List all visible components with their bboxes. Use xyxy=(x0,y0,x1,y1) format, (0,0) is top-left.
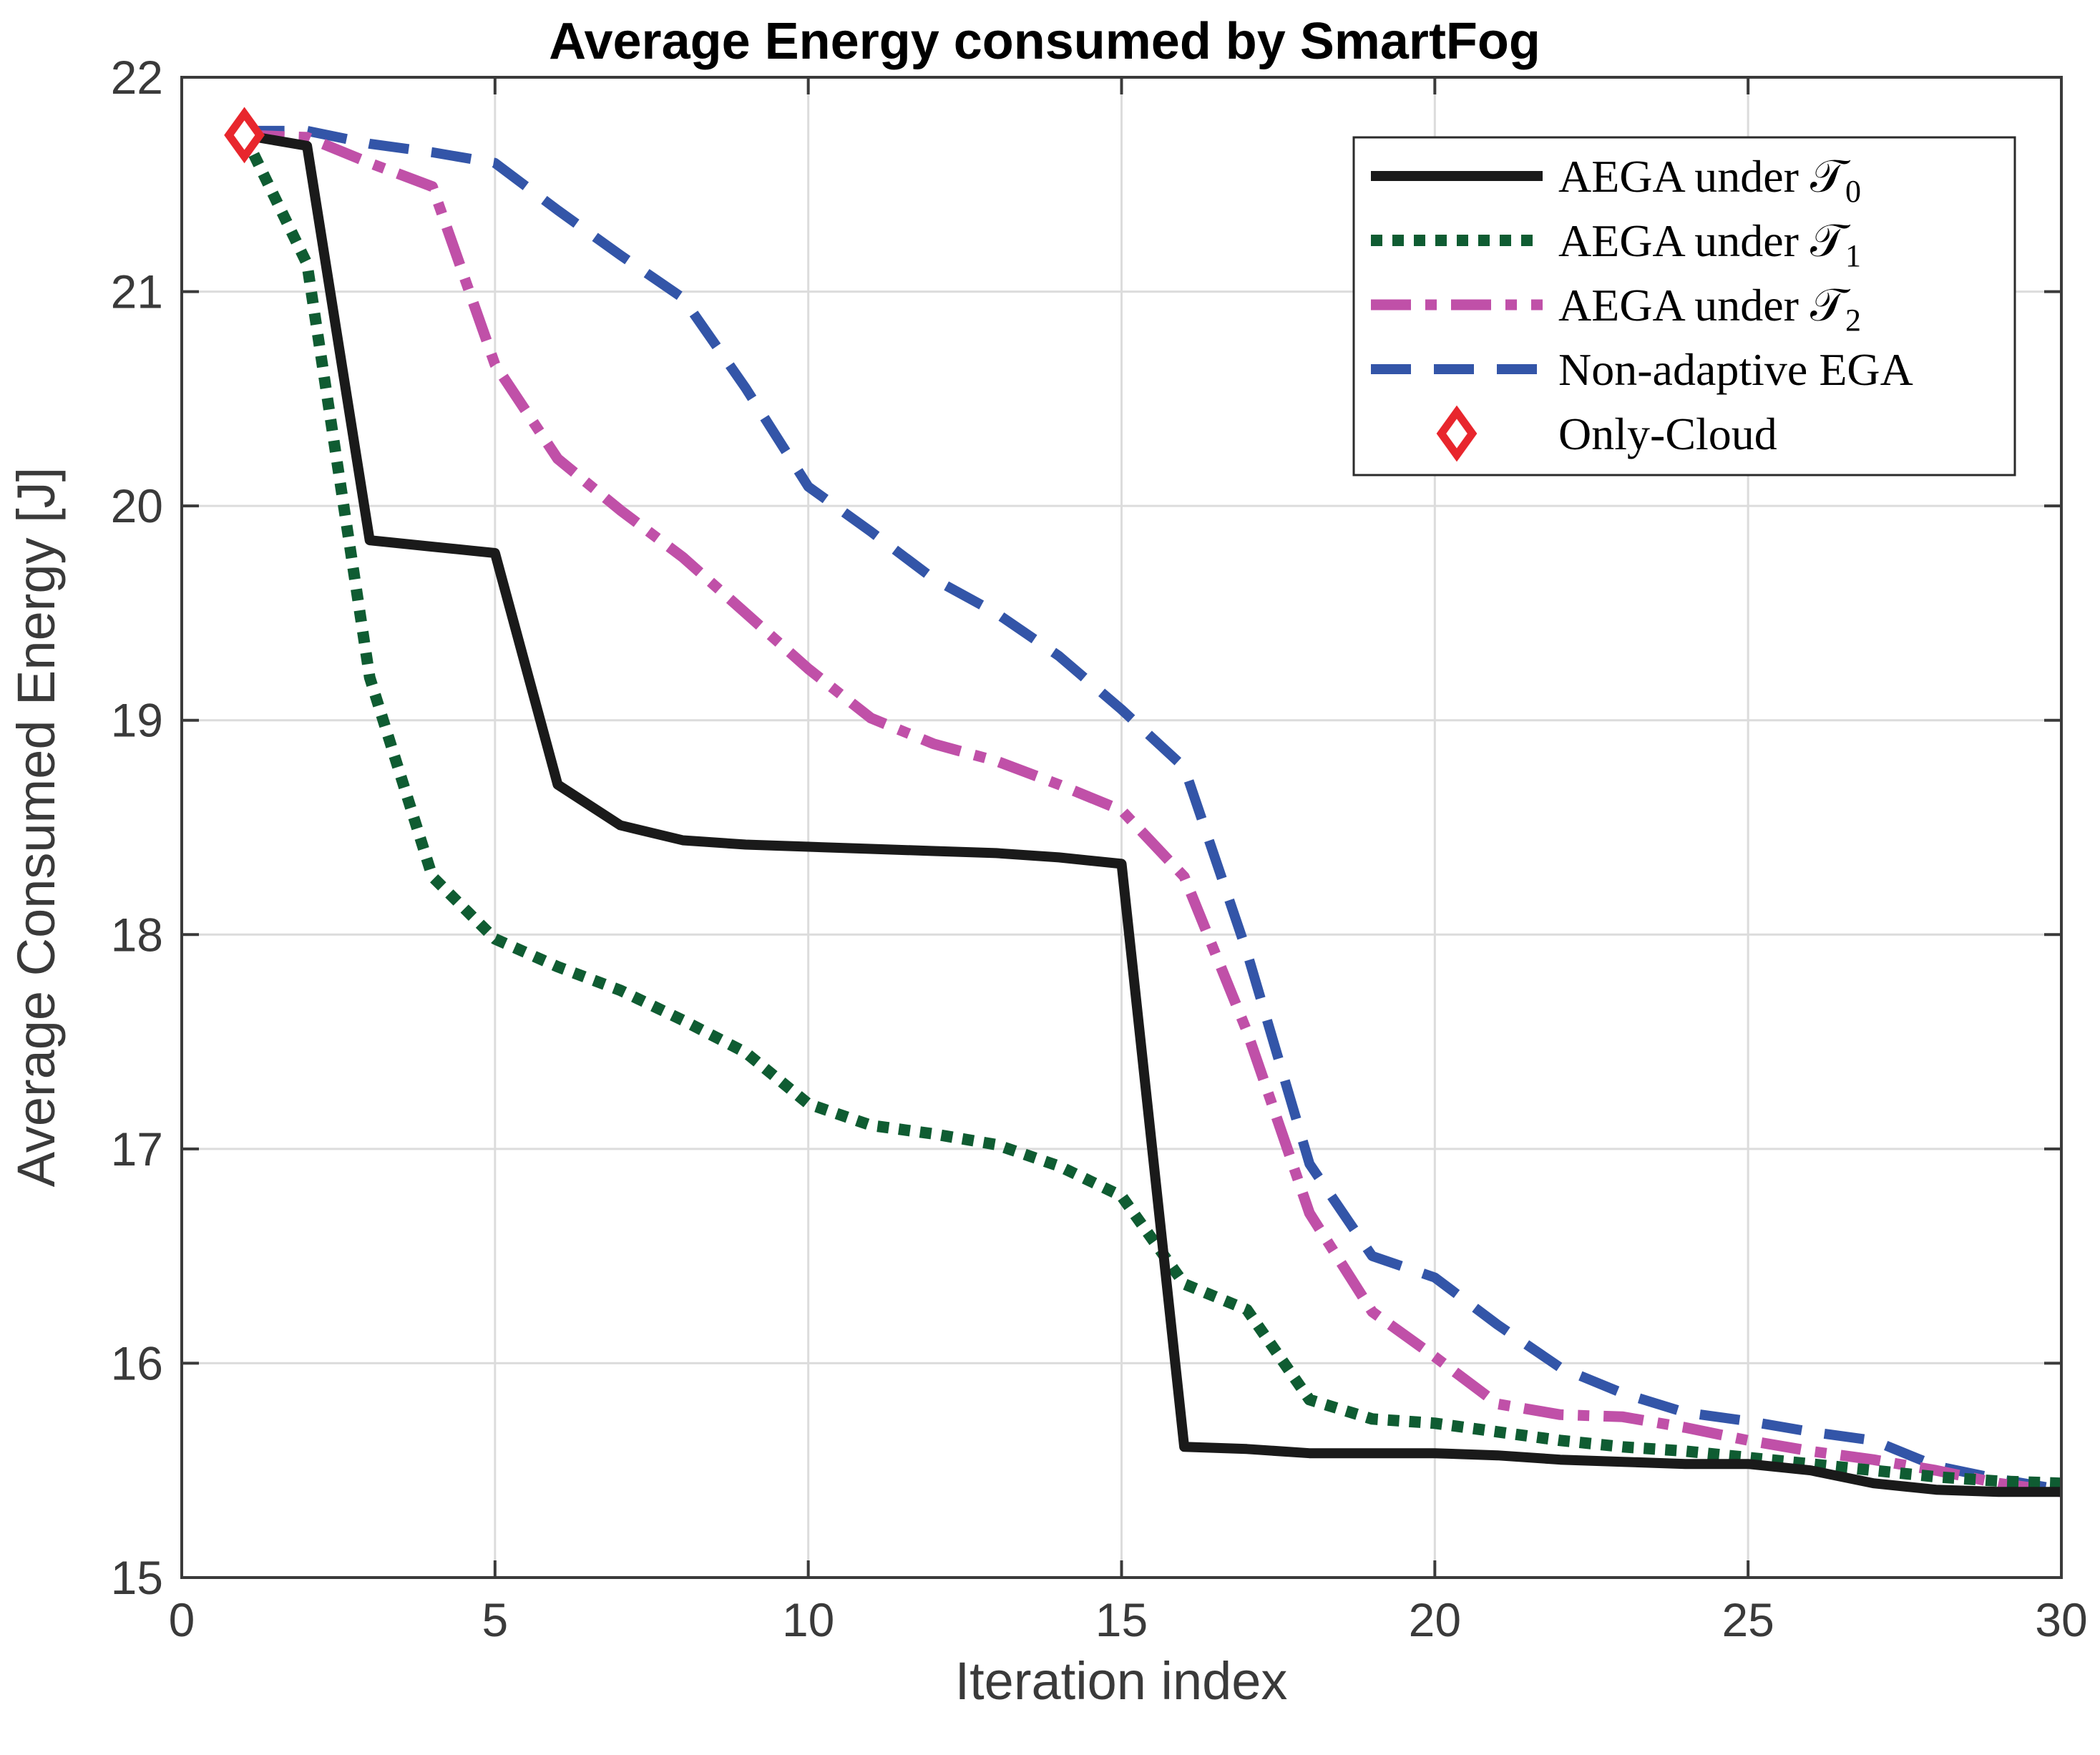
y-tick-label: 22 xyxy=(111,51,163,104)
legend: AEGA under 𝒯0 AEGA under 𝒯1 AEGA under 𝒯2 N… xyxy=(1352,136,2016,476)
x-axis-label: Iteration index xyxy=(955,1651,1288,1711)
series-line-3 xyxy=(244,125,2063,1495)
y-axis-label: Average Consumed Energy [J] xyxy=(6,467,66,1187)
x-tick-label: 30 xyxy=(2035,1593,2087,1646)
legend-entry-label-1: AEGA under 𝒯1 xyxy=(1558,215,1861,273)
chart-title: Average Energy consumed by SmartFog xyxy=(549,13,1540,70)
series-line-2 xyxy=(244,129,2063,1497)
x-tick-label: 15 xyxy=(1095,1593,1148,1646)
series-layer xyxy=(239,125,2063,1497)
y-tick-label: 15 xyxy=(111,1551,163,1604)
y-tick-labels: 15 16 17 18 19 20 21 22 xyxy=(111,51,163,1604)
marker-layer xyxy=(224,107,265,164)
only-cloud-marker xyxy=(224,107,265,164)
legend-entry-label-0: AEGA under 𝒯0 xyxy=(1558,151,1861,209)
legend-entry-label-3: Non-adaptive EGA xyxy=(1558,344,1913,395)
legend-entry-label-2: AEGA under 𝒯2 xyxy=(1558,280,1861,338)
x-tick-labels: 0 5 10 15 20 25 30 xyxy=(169,1593,2088,1646)
y-tick-label: 17 xyxy=(111,1123,163,1175)
series-line-1 xyxy=(239,132,2062,1490)
y-tick-label: 19 xyxy=(111,694,163,747)
legend-entry-label-4: Only-Cloud xyxy=(1558,409,1777,459)
grid xyxy=(182,77,2061,1578)
y-tick-label: 21 xyxy=(111,265,163,318)
series-line-0 xyxy=(243,130,2061,1497)
x-tick-label: 0 xyxy=(169,1593,195,1646)
y-tick-label: 20 xyxy=(111,479,163,532)
x-tick-label: 25 xyxy=(1721,1593,1774,1646)
y-tick-label: 18 xyxy=(111,908,163,961)
axis-ticks xyxy=(180,76,2063,1579)
x-tick-label: 20 xyxy=(1409,1593,1461,1646)
legend-swatch-only-cloud xyxy=(1436,405,1478,462)
y-tick-label: 16 xyxy=(111,1336,163,1389)
x-tick-label: 10 xyxy=(782,1593,834,1646)
x-tick-label: 5 xyxy=(482,1593,508,1646)
